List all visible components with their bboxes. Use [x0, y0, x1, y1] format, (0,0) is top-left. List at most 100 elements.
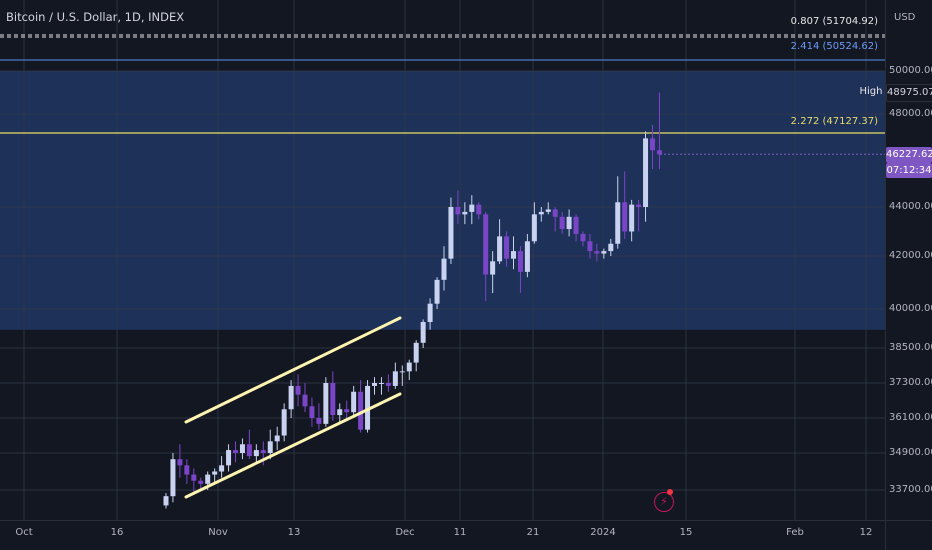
channel-lower-line — [184, 392, 402, 499]
candle-body-21 — [309, 406, 315, 418]
price-tick-34900: 34900.00 — [889, 447, 932, 458]
candle-body-9 — [226, 450, 232, 466]
candle-body-56 — [552, 209, 558, 217]
price-axis-divider — [885, 0, 886, 550]
candle-body-59 — [573, 216, 579, 234]
time-tick-nov: Nov — [208, 527, 228, 538]
candle-body-55 — [545, 209, 551, 212]
candle-body-71 — [656, 150, 662, 155]
candle-body-38 — [427, 303, 433, 322]
candle-body-15 — [267, 441, 273, 453]
price-tick-33700: 33700.00 — [889, 484, 932, 495]
candle-body-24 — [330, 383, 336, 416]
candle-body-54 — [538, 211, 544, 215]
price-tick-50000: 50000.00 — [889, 65, 932, 76]
candle-body-12 — [246, 444, 252, 457]
candle-body-14 — [260, 450, 266, 453]
price-tick-42000: 42000.00 — [889, 250, 932, 261]
time-tick-21: 21 — [526, 527, 540, 538]
candle-body-25 — [337, 409, 343, 416]
candle-body-28 — [358, 391, 364, 430]
candle-body-48 — [497, 236, 503, 262]
candle-body-62 — [594, 251, 600, 254]
time-tick-dec: Dec — [395, 527, 415, 538]
candle-body-49 — [504, 236, 510, 259]
candle-body-17 — [281, 409, 287, 436]
candle-body-67 — [629, 204, 635, 232]
high-value-tag: 48975.07 — [886, 84, 932, 102]
candle-body-63 — [601, 251, 607, 254]
candle-body-34 — [399, 371, 405, 373]
candle-body-66 — [622, 202, 628, 232]
candle-body-43 — [462, 211, 468, 215]
price-tick-36100: 36100.00 — [889, 412, 932, 423]
candle-body-45 — [476, 204, 482, 215]
candle-body-19 — [295, 385, 301, 395]
candle-body-58 — [566, 216, 572, 230]
candle-body-26 — [344, 409, 350, 413]
currency-label[interactable]: USD — [894, 12, 916, 23]
candle-body-52 — [524, 241, 530, 272]
candle-body-16 — [274, 435, 280, 442]
time-tick-12: 12 — [859, 527, 873, 538]
time-tick-13: 13 — [287, 527, 301, 538]
candle-body-36 — [413, 342, 419, 363]
candle-body-46 — [483, 214, 489, 275]
candle-body-10 — [233, 450, 238, 453]
candle-body-2 — [177, 459, 183, 466]
price-zone — [0, 71, 885, 330]
channel-upper-line — [184, 316, 402, 424]
price-tick-44000: 44000.00 — [889, 201, 932, 212]
bar-countdown-tag: 07:12:34 — [886, 163, 932, 178]
candle-body-27 — [351, 391, 357, 413]
candle-body-39 — [434, 279, 440, 304]
candle-body-51 — [517, 251, 523, 272]
time-tick-15: 15 — [679, 527, 693, 538]
price-tick-48000: 48000.00 — [889, 108, 932, 119]
candle-body-60 — [580, 233, 586, 242]
candle-body-7 — [212, 471, 218, 475]
flash-icon[interactable]: ⚡ — [654, 492, 674, 512]
candle-body-33 — [392, 371, 398, 386]
candle-body-29 — [365, 385, 371, 430]
price-tick-40000: 40000.00 — [889, 303, 932, 314]
candle-body-20 — [302, 394, 308, 407]
price-tick-37300: 37300.00 — [889, 377, 932, 388]
candle-body-50 — [511, 251, 516, 259]
candle-body-23 — [323, 383, 329, 424]
candle-body-3 — [184, 465, 190, 475]
candle-body-22 — [316, 418, 322, 424]
candle-body-42 — [455, 207, 461, 215]
last-price-tag: 46227.62 — [886, 147, 932, 163]
high-label: High — [858, 86, 884, 97]
time-tick-2024: 2024 — [590, 527, 616, 538]
candle-body-69 — [643, 138, 649, 207]
candle-body-11 — [239, 444, 245, 453]
candle-body-0 — [163, 496, 169, 506]
time-tick-16: 16 — [110, 527, 124, 538]
fib-label-0807[interactable]: 0.807 (51704.92) — [790, 16, 878, 27]
candle-body-68 — [636, 204, 642, 207]
candle-body-31 — [378, 383, 384, 384]
candle-body-40 — [441, 258, 447, 280]
price-tick-38500: 38500.00 — [889, 342, 932, 353]
time-tick-feb: Feb — [786, 527, 804, 538]
candle-body-4 — [191, 474, 197, 481]
candle-body-57 — [559, 216, 565, 230]
candle-body-37 — [420, 322, 426, 343]
fib-label-2414[interactable]: 2.414 (50524.62) — [790, 41, 878, 52]
candle-body-47 — [490, 261, 496, 275]
candle-body-1 — [170, 459, 176, 497]
fib-label-2272[interactable]: 2.272 (47127.37) — [790, 116, 878, 127]
candle-body-8 — [219, 465, 225, 472]
candle-body-32 — [385, 383, 391, 386]
candle-body-18 — [288, 385, 294, 410]
symbol-title[interactable]: Bitcoin / U.S. Dollar, 1D, INDEX — [6, 10, 185, 24]
time-axis-divider — [0, 520, 932, 521]
candle-body-35 — [406, 362, 412, 372]
candle-body-65 — [615, 202, 621, 244]
candle-body-6 — [205, 474, 211, 484]
candle-body-30 — [372, 383, 377, 386]
candle-body-44 — [469, 204, 475, 212]
